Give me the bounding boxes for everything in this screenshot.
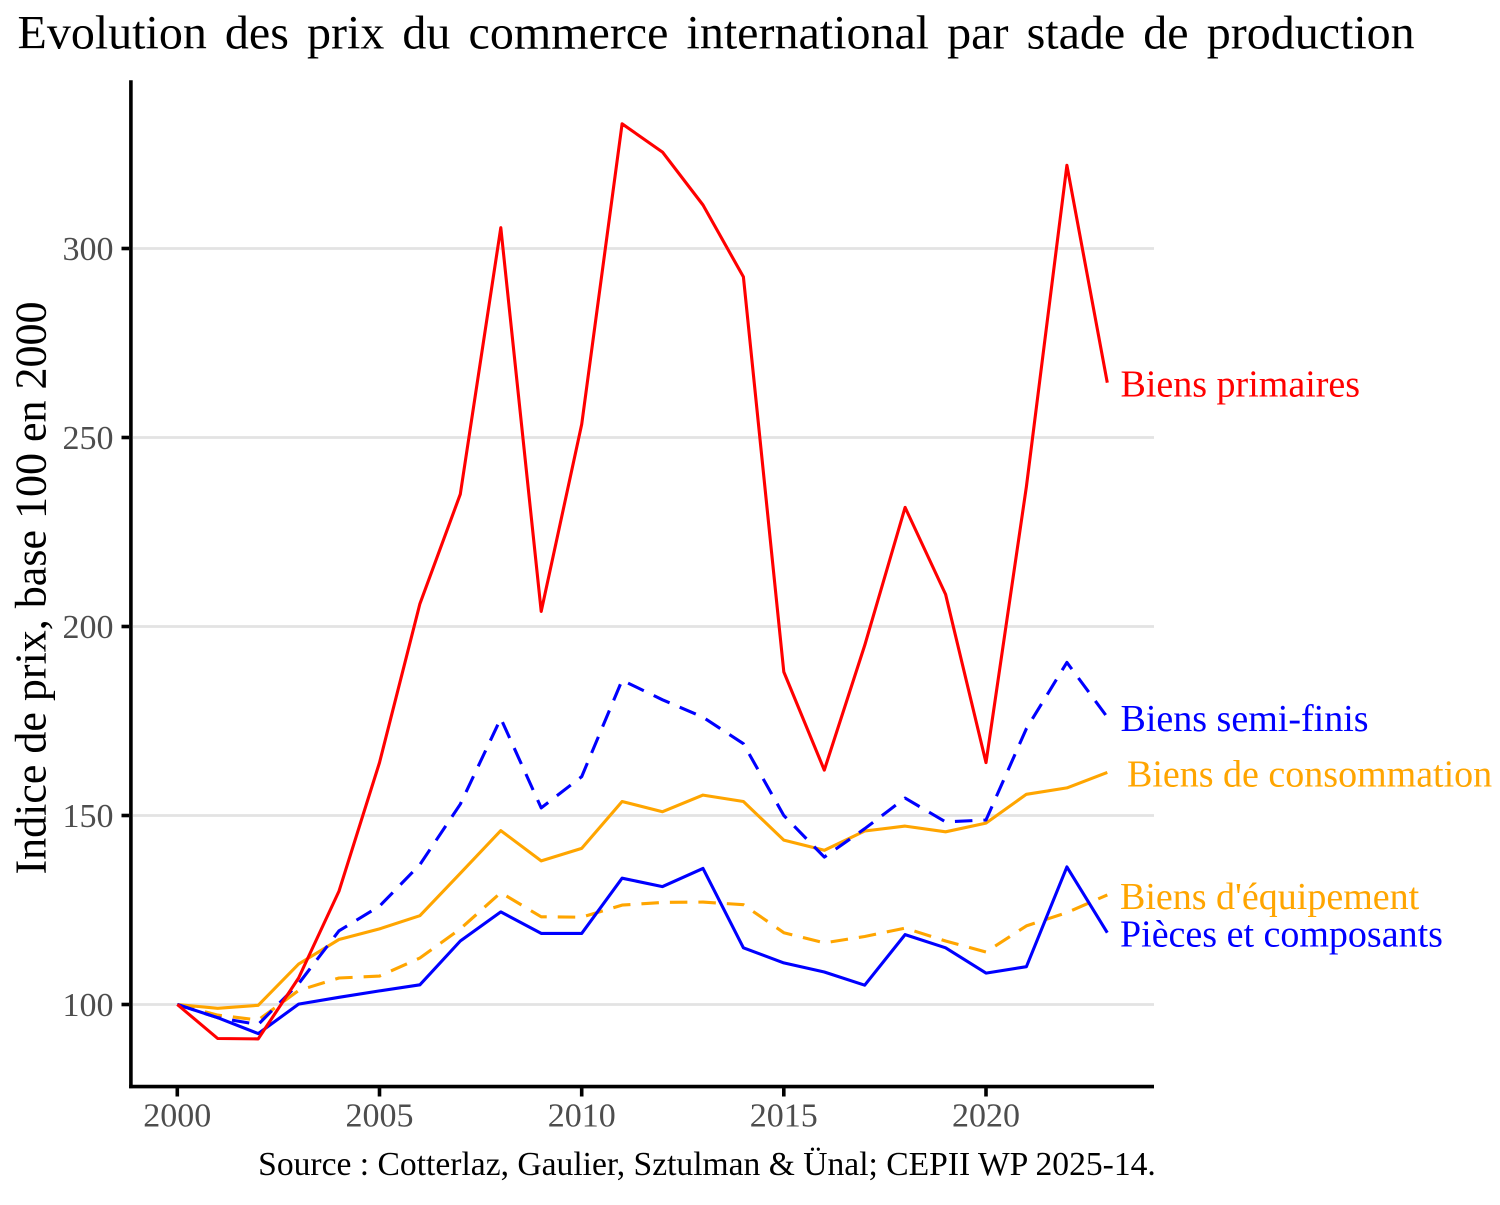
svg-text:150: 150 [63,798,114,835]
svg-text:Indice de prix, base 100 en 20: Indice de prix, base 100 en 2000 [7,301,56,874]
svg-text:2020: 2020 [952,1098,1020,1135]
svg-text:Biens d'équipement: Biens d'équipement [1120,876,1420,918]
svg-text:Biens primaires: Biens primaires [1121,364,1361,406]
svg-text:100: 100 [63,987,114,1024]
svg-text:2015: 2015 [750,1098,818,1135]
svg-text:Pièces et composants: Pièces et composants [1120,914,1443,956]
svg-text:2010: 2010 [548,1098,616,1135]
svg-text:250: 250 [63,420,114,457]
svg-text:200: 200 [63,609,114,646]
svg-text:Evolution des prix du commerce: Evolution des prix du commerce internati… [18,7,1415,60]
svg-text:Biens semi-finis: Biens semi-finis [1121,698,1369,740]
svg-text:Source : Cotterlaz, Gaulier, S: Source : Cotterlaz, Gaulier, Sztulman & … [258,1146,1156,1183]
svg-text:300: 300 [63,231,114,268]
svg-text:2005: 2005 [346,1098,414,1135]
svg-text:2000: 2000 [143,1098,211,1135]
svg-text:Biens de consommation: Biens de consommation [1127,753,1492,795]
